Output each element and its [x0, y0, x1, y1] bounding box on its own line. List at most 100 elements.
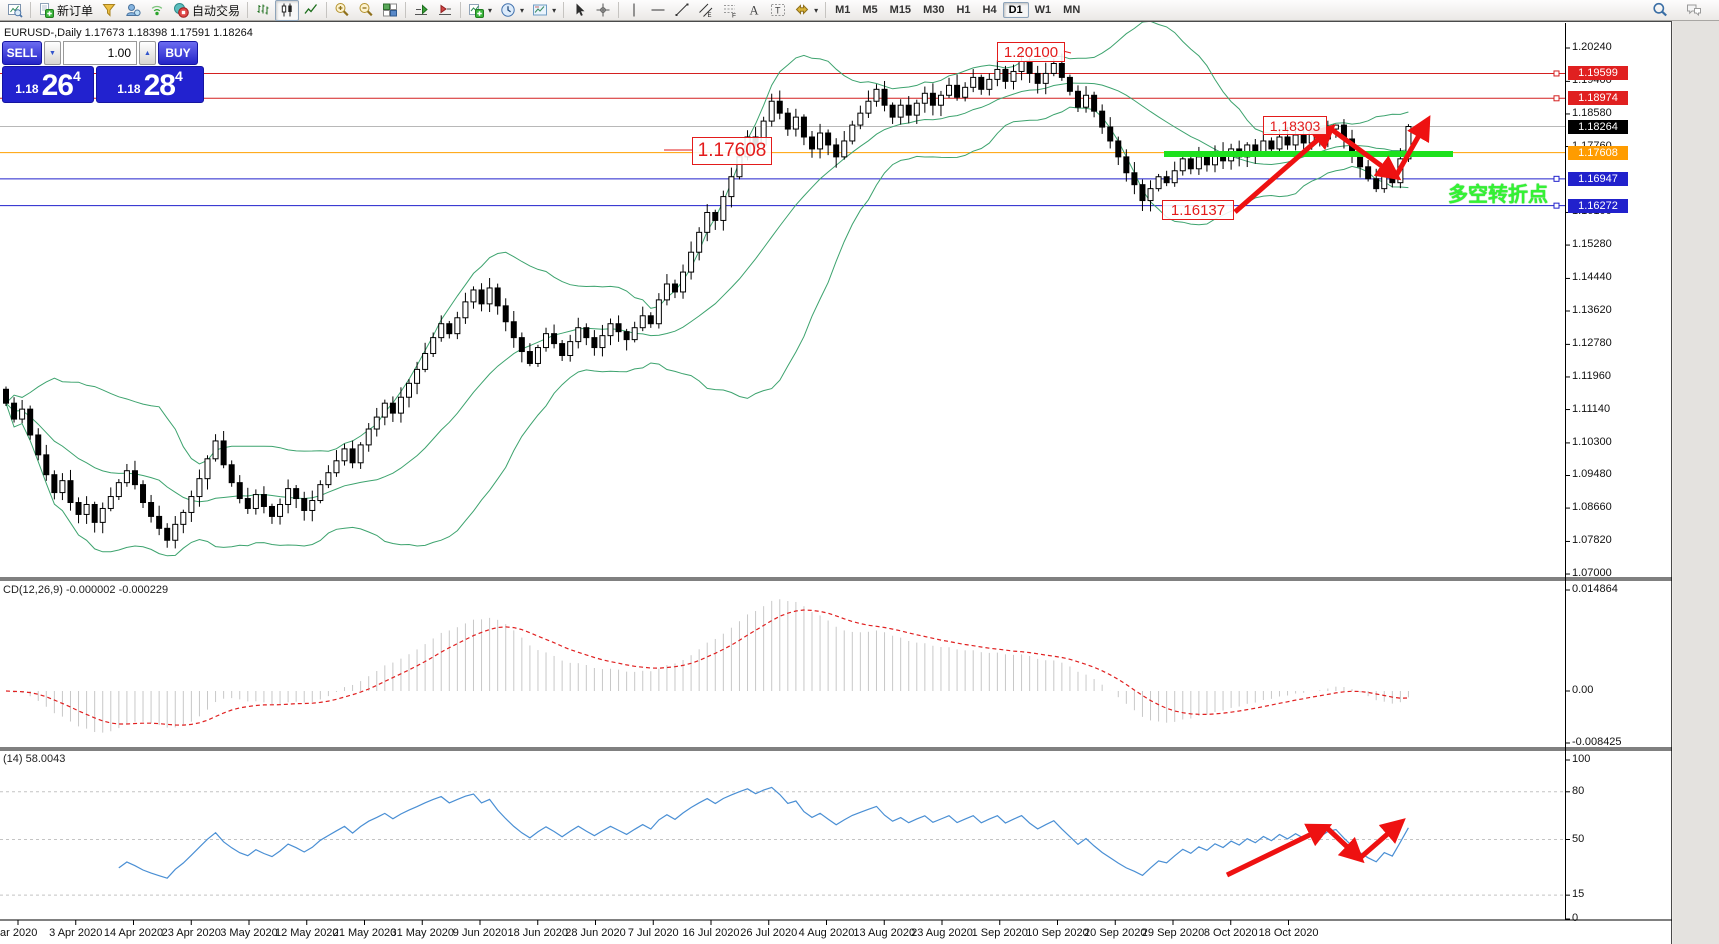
timeframe-button-w1[interactable]: W1	[1034, 4, 1052, 16]
tile-windows-icon	[382, 2, 398, 18]
signals-button[interactable]	[145, 0, 169, 21]
zoom-in-button[interactable]	[330, 0, 354, 21]
toolbar-separator	[247, 2, 249, 18]
timeframe-button-m1[interactable]: M1	[835, 4, 851, 16]
chevron-down-icon[interactable]: ▾	[488, 5, 493, 15]
periods-icon	[500, 2, 516, 18]
arrows-tool-button[interactable]: ▾	[790, 0, 822, 21]
timeframe-button-m30[interactable]: M30	[923, 4, 945, 16]
equidistant-channel-button[interactable]: E	[694, 0, 718, 21]
crosshair-button[interactable]	[591, 0, 615, 21]
chat-button[interactable]	[1682, 0, 1706, 21]
toolbar-separator	[30, 2, 31, 18]
chart-shift-button[interactable]	[409, 0, 433, 21]
line-chart-button[interactable]	[299, 0, 323, 21]
toolbar-separator	[618, 2, 620, 18]
history-center-button[interactable]	[97, 0, 121, 21]
volume-input[interactable]	[63, 41, 137, 65]
crosshair-icon	[595, 2, 611, 18]
svg-text:T: T	[775, 6, 781, 16]
periods-button[interactable]: ▾	[496, 0, 528, 21]
timeframe-button-m5[interactable]: M5	[862, 4, 878, 16]
buy-button[interactable]: BUY	[158, 41, 198, 65]
price-chart-canvas[interactable]	[0, 22, 1672, 944]
auto-scroll-button[interactable]	[433, 0, 457, 21]
vertical-line-icon	[626, 2, 642, 18]
volume-decrease-button[interactable]: ▼	[44, 41, 61, 65]
indicators-icon	[468, 2, 485, 18]
toolbar-separator	[326, 2, 328, 18]
price-annotation-label[interactable]: 1.18303	[1263, 116, 1327, 135]
chevron-down-icon[interactable]: ▾	[814, 5, 819, 15]
price-trend-arrow[interactable]	[1233, 124, 1336, 214]
zoom-out-button[interactable]	[354, 0, 378, 21]
market-watch-button[interactable]	[121, 0, 145, 21]
signals-icon	[149, 2, 165, 18]
timeframe-button-mn[interactable]: MN	[1063, 4, 1081, 16]
zoom-out-icon	[358, 2, 374, 18]
price-annotation-label[interactable]: 1.17608	[692, 137, 772, 165]
search-button[interactable]	[1648, 0, 1672, 21]
chevron-down-icon[interactable]: ▾	[520, 5, 525, 15]
price-annotation-label[interactable]: 1.20100	[997, 42, 1065, 62]
cursor-button[interactable]	[567, 0, 591, 21]
tile-windows-button[interactable]	[378, 0, 402, 21]
text-button[interactable]: A	[742, 0, 766, 21]
price-trend-arrow[interactable]	[1329, 126, 1402, 181]
chat-icon	[1686, 2, 1702, 18]
bars-chart-button[interactable]	[251, 0, 275, 21]
toolbar-right-section	[1648, 0, 1716, 21]
timeframe-button-h4[interactable]: H4	[982, 4, 997, 16]
sell-button[interactable]: SELL	[2, 41, 42, 65]
toolbar-separator	[460, 2, 462, 18]
timeframe-button-d1[interactable]: D1	[1002, 2, 1029, 18]
candles-chart-button[interactable]	[275, 0, 300, 21]
market-watch-icon	[125, 2, 141, 18]
bars-chart-icon	[255, 2, 271, 18]
mdi-background	[1673, 21, 1719, 944]
chart-window: 1.20240 1.19400 1.18580 1.17760 1.16100 1.152…	[0, 21, 1672, 944]
new-order-button[interactable]: 新订单	[34, 0, 97, 21]
chevron-down-icon[interactable]: ▾	[552, 5, 557, 15]
horizontal-line-icon	[650, 2, 666, 18]
text-label-icon: T	[770, 2, 786, 18]
buy-price-prefix: 1.18	[117, 82, 141, 96]
cursor-icon	[571, 2, 587, 18]
rsi-line	[118, 786, 1409, 879]
buy-price-display[interactable]: 1.18 28 4	[96, 66, 204, 103]
rsi-trend-arrow[interactable]	[1225, 823, 1333, 878]
text-icon: A	[746, 2, 762, 18]
vertical-line-button[interactable]	[622, 0, 646, 21]
turning-point-annotation[interactable]: 多空转折点	[1448, 184, 1548, 206]
autotrading-button[interactable]: 自动交易	[169, 0, 244, 21]
text-label-button[interactable]: T	[766, 0, 790, 21]
new-order-icon	[38, 2, 54, 18]
main-toolbar: 新订单 自动交易 ▾ ▾ ▾ E F A T ▾ M1 M5 M15 M30 H1 H4 D1 W1 MN	[0, 0, 1719, 21]
volume-increase-button[interactable]: ▲	[139, 41, 156, 65]
search-icon	[1652, 2, 1668, 18]
price-trend-arrow[interactable]	[1393, 115, 1431, 178]
sell-price-display[interactable]: 1.18 26 4	[2, 66, 94, 103]
autotrading-label: 自动交易	[192, 3, 241, 18]
rsi-trend-arrow[interactable]	[1358, 818, 1406, 860]
templates-button[interactable]: ▾	[528, 0, 560, 21]
rsi-trend-arrow[interactable]	[1324, 825, 1365, 864]
candles-chart-icon	[279, 2, 295, 18]
fibonacci-button[interactable]: F	[718, 0, 742, 21]
bollinger-lower-band	[5, 106, 1409, 557]
toolbar-separator	[563, 2, 565, 18]
indicators-button[interactable]: ▾	[464, 0, 496, 21]
chart-shift-icon	[413, 2, 429, 18]
trend-line-icon	[674, 2, 690, 18]
arrows-tool-icon	[794, 2, 810, 18]
macd-label: CD(12,26,9) -0.000002 -0.000229	[3, 584, 169, 596]
autotrading-icon	[173, 2, 189, 18]
timeframe-button-h1[interactable]: H1	[956, 4, 971, 16]
zoom-in-icon	[334, 2, 350, 18]
svg-text:A: A	[750, 4, 759, 18]
timeframe-button-m15[interactable]: M15	[889, 4, 912, 16]
price-annotation-label[interactable]: 1.16137	[1162, 200, 1234, 220]
trend-line-button[interactable]	[670, 0, 694, 21]
new-chart-button[interactable]	[3, 0, 27, 21]
horizontal-line-button[interactable]	[646, 0, 670, 21]
